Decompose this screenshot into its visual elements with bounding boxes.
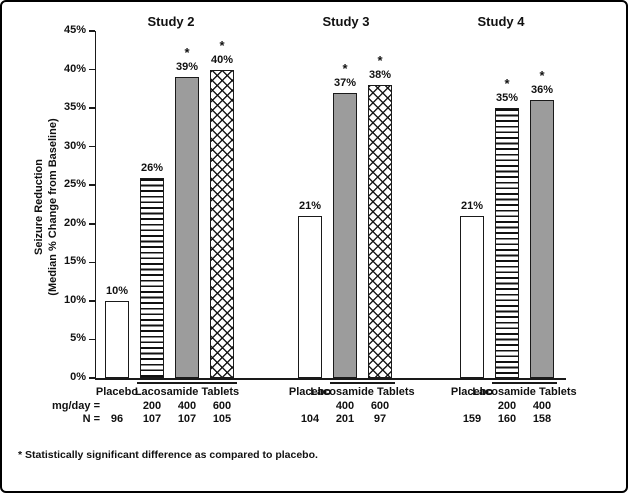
n-value-study3-400mg: 201 <box>335 413 355 425</box>
y-tick-mark <box>89 223 95 225</box>
dose-value-study2-600mg: 600 <box>212 400 232 412</box>
n-value-study2-200mg: 107 <box>142 413 162 425</box>
group-rule-lacosamide-3 <box>330 382 395 384</box>
group-rule-lacosamide-4 <box>492 382 557 384</box>
y-tick-mark <box>89 338 95 341</box>
y-tick-mark <box>89 377 95 379</box>
y-tick-label: 40% <box>63 62 86 75</box>
group-label-lacosamide-4: Lacosamide Tablets <box>472 386 577 398</box>
footnote: * Statistically significant difference a… <box>18 449 318 461</box>
bar-study2-200mg <box>140 177 164 378</box>
bar-study3-placebo <box>298 216 322 378</box>
bar-value-study3-placebo: 21% <box>298 200 322 213</box>
y-axis-line <box>94 31 96 378</box>
bar-value-study3-600mg: 38% <box>368 68 392 81</box>
significance-asterisk-study3-600mg: * <box>377 52 383 68</box>
significance-asterisk-study4-200mg: * <box>504 76 510 92</box>
dose-value-study4-400mg: 400 <box>532 400 552 412</box>
bar-value-study2-600mg: 40% <box>210 53 234 66</box>
y-tick-label: 30% <box>63 139 86 152</box>
bar-value-study4-placebo: 21% <box>460 200 484 213</box>
bar-value-study4-200mg: 35% <box>495 92 519 105</box>
bar-study4-placebo <box>460 216 484 378</box>
significance-asterisk-study3-400mg: * <box>342 60 348 76</box>
study-title-3: Study 3 <box>322 14 370 29</box>
y-tick-label: 10% <box>63 293 86 306</box>
n-value-study2-400mg: 107 <box>177 413 197 425</box>
group-label-lacosamide-2: Lacosamide Tablets <box>134 386 240 398</box>
bar-value-study2-400mg: 39% <box>175 61 199 74</box>
y-tick-mark <box>89 145 95 148</box>
n-value-study3-600mg: 97 <box>373 413 387 425</box>
group-rule-lacosamide-2 <box>137 382 237 384</box>
significance-asterisk-study2-400mg: * <box>184 45 190 61</box>
dose-value-study2-200mg: 200 <box>142 400 162 412</box>
group-label-placebo-2: Placebo <box>95 386 139 398</box>
bar-study2-600mg <box>210 69 234 378</box>
row-label-n: N = <box>82 413 100 425</box>
bar-study2-placebo <box>105 300 129 378</box>
bar-study2-400mg <box>175 77 199 378</box>
y-tick-mark <box>89 30 95 32</box>
y-tick-mark <box>89 107 95 109</box>
bar-study4-400mg <box>530 100 554 378</box>
y-tick-label: 15% <box>63 255 86 268</box>
y-tick-label: 20% <box>63 216 86 229</box>
n-value-study3-placebo: 104 <box>300 413 320 425</box>
y-tick-mark <box>89 261 95 264</box>
group-label-placebo-4: Placebo <box>450 386 494 398</box>
significance-asterisk-study2-600mg: * <box>219 37 225 53</box>
row-label-dose: mg/day = <box>52 400 100 412</box>
dose-value-study2-400mg: 400 <box>177 400 197 412</box>
y-tick-label: 45% <box>63 24 86 36</box>
y-tick-label: 35% <box>63 101 86 114</box>
group-label-lacosamide-3: Lacosamide Tablets <box>310 386 415 398</box>
n-value-study4-placebo: 159 <box>462 413 482 425</box>
bar-value-study3-400mg: 37% <box>333 76 357 89</box>
bar-value-study2-200mg: 26% <box>140 161 164 174</box>
bar-study4-200mg <box>495 108 519 378</box>
bar-value-study4-400mg: 36% <box>530 84 554 97</box>
dose-value-study3-400mg: 400 <box>335 400 355 412</box>
bar-value-study2-placebo: 10% <box>105 284 129 297</box>
bar-study3-600mg <box>368 84 392 378</box>
y-tick-label: 5% <box>70 332 86 345</box>
y-tick-mark <box>89 300 95 302</box>
y-tick-mark <box>89 184 95 186</box>
study-title-4: Study 4 <box>477 14 525 29</box>
n-value-study2-600mg: 105 <box>212 413 232 425</box>
dose-value-study4-200mg: 200 <box>497 400 517 412</box>
n-value-study4-200mg: 160 <box>497 413 517 425</box>
dose-value-study3-600mg: 600 <box>370 400 390 412</box>
bar-study3-400mg <box>333 92 357 378</box>
significance-asterisk-study4-400mg: * <box>539 68 545 84</box>
y-tick-label: 25% <box>63 178 86 191</box>
x-axis-line <box>94 378 566 380</box>
y-tick-mark <box>89 68 95 71</box>
study-title-2: Study 2 <box>147 14 195 29</box>
y-tick-label: 0% <box>70 371 86 383</box>
n-value-study4-400mg: 158 <box>532 413 552 425</box>
group-label-placebo-3: Placebo <box>288 386 332 398</box>
n-value-study2-placebo: 96 <box>110 413 124 425</box>
